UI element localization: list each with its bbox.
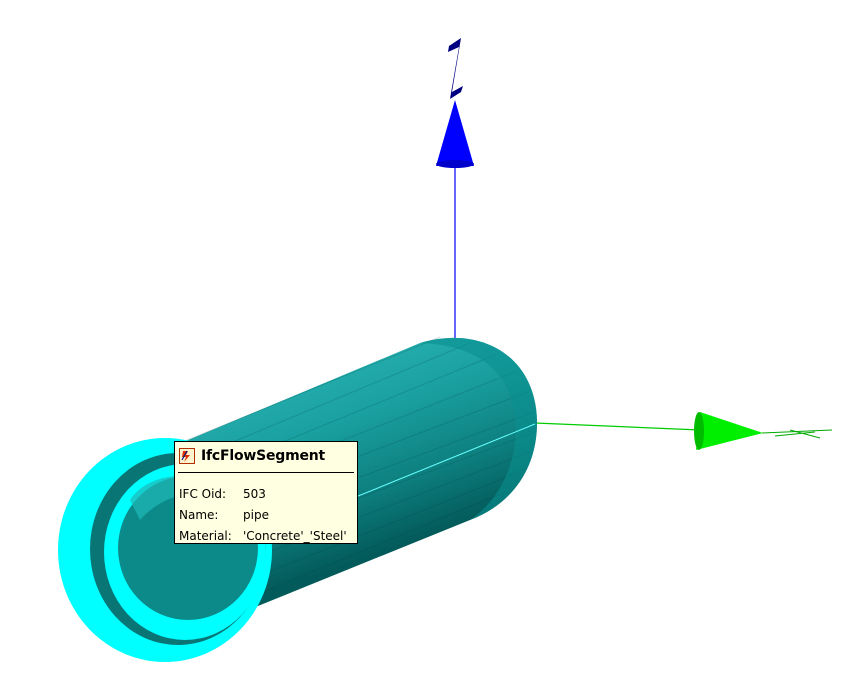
property-key: Material:	[179, 529, 232, 543]
property-value: 503	[243, 487, 266, 501]
property-value: pipe	[243, 508, 269, 522]
tooltip-properties: IFC Oid: 503 Name: pipe Material: 'Concr…	[179, 484, 347, 547]
property-row-oid: IFC Oid: 503	[179, 484, 347, 505]
z-axis-label	[448, 38, 463, 99]
property-value: 'Concrete'_'Steel'	[243, 529, 347, 543]
y-axis-arrowhead	[696, 412, 763, 450]
property-row-material: Material: 'Concrete'_'Steel'	[179, 526, 347, 547]
z-axis-arrowhead-base	[436, 160, 474, 168]
ifc-entity-icon	[179, 448, 195, 464]
tooltip-divider	[178, 472, 354, 473]
tooltip-title: IfcFlowSegment	[201, 448, 326, 464]
y-axis-line	[534, 422, 701, 431]
property-key: IFC Oid:	[179, 487, 227, 501]
pipe-far-end	[420, 337, 538, 520]
y-axis-label	[761, 429, 833, 439]
z-axis-arrowhead	[436, 100, 474, 166]
tooltip-header: IfcFlowSegment	[179, 447, 325, 465]
property-key: Name:	[179, 508, 219, 522]
property-row-name: Name: pipe	[179, 505, 347, 526]
entity-info-tooltip: IfcFlowSegment IFC Oid: 503 Name: pipe M…	[174, 441, 358, 544]
y-axis-arrowhead-base	[694, 412, 704, 450]
